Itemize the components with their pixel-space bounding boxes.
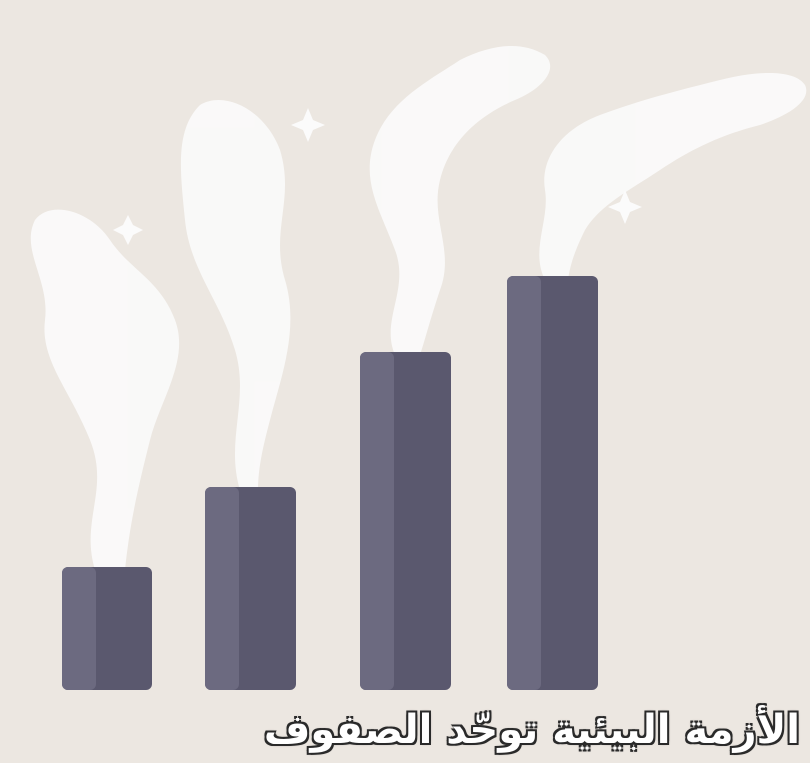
sparkle-icon xyxy=(608,190,642,224)
sparkle-icon xyxy=(291,108,325,142)
smoke-plume-4 xyxy=(539,73,807,281)
chimneys xyxy=(62,276,598,690)
chimney-2 xyxy=(205,487,296,690)
sparkles xyxy=(113,108,642,245)
chimney-3 xyxy=(360,352,451,690)
chimney-1 xyxy=(62,567,152,690)
sparkle-icon xyxy=(113,215,143,245)
smoke-plume-1 xyxy=(30,209,180,570)
smoke-plume-3 xyxy=(369,45,551,356)
chimney-4 xyxy=(507,276,598,690)
caption-text: الأزمة البيئية توحّد الصفوف xyxy=(263,707,800,753)
smoke-plume-2 xyxy=(180,100,291,490)
smoke-plumes xyxy=(30,45,807,570)
